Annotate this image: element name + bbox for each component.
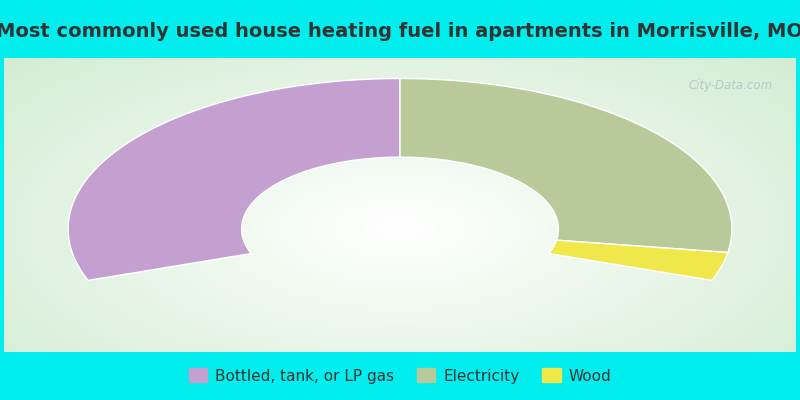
Text: City-Data.com: City-Data.com bbox=[688, 78, 772, 92]
Polygon shape bbox=[549, 240, 728, 280]
Text: Most commonly used house heating fuel in apartments in Morrisville, MO: Most commonly used house heating fuel in… bbox=[0, 22, 800, 41]
Legend: Bottled, tank, or LP gas, Electricity, Wood: Bottled, tank, or LP gas, Electricity, W… bbox=[183, 362, 617, 390]
Polygon shape bbox=[68, 78, 400, 280]
Polygon shape bbox=[400, 78, 732, 252]
